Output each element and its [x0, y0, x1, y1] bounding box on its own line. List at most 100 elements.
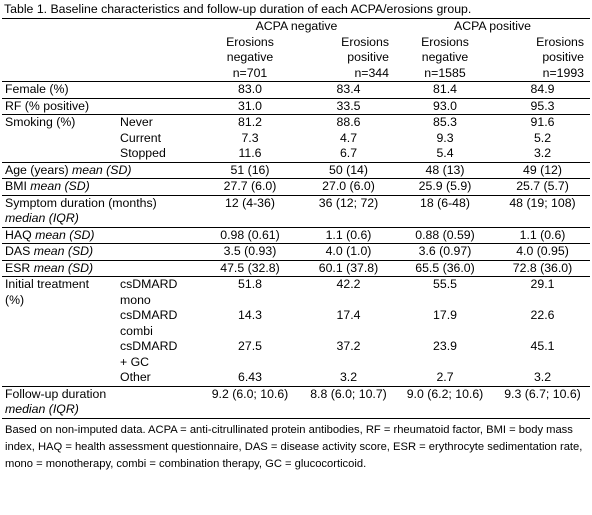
row-sublabel: Stopped: [120, 146, 166, 160]
cell: 47.5 (32.8): [198, 259, 302, 277]
cell: 81.4: [395, 81, 495, 98]
col-header: negative: [226, 50, 274, 64]
cell: 17.9: [433, 308, 457, 322]
cell: 1.1 (0.6): [302, 226, 395, 244]
header-group-row: ACPA negative ACPA positive: [2, 19, 590, 35]
cell: 8.8 (6.0; 10.7): [302, 385, 395, 419]
row-label: HAQ mean (SD): [2, 226, 198, 244]
cell: 36 (12; 72): [302, 194, 395, 227]
cell: 29.1: [495, 276, 591, 308]
table-row: RF (% positive) 31.0 33.5 93.0 95.3: [2, 97, 591, 115]
cell: 1.1 (0.6): [495, 226, 591, 244]
cell: 4.0 (1.0): [302, 243, 395, 260]
cell: 88.6: [302, 114, 395, 131]
table-row: csDMARD + GC 27.5 37.2 23.9 45.1: [2, 339, 590, 370]
table-row: Current 7.3 4.7 9.3 5.2: [2, 131, 590, 147]
cell: 91.6: [495, 114, 591, 131]
table-row: Smoking (%) Never 81.2 88.6 85.3 91.6: [2, 114, 591, 131]
cell: 11.6: [238, 146, 262, 160]
cell: 27.0 (6.0): [302, 178, 395, 195]
cell: 4.7: [339, 130, 358, 145]
cell: 5.4: [436, 146, 454, 160]
table-row: Age (years) mean (SD) 51 (16) 50 (14) 48…: [2, 161, 591, 179]
cell: 9.3 (6.7; 10.6): [495, 385, 591, 419]
cell: 93.0: [395, 97, 495, 115]
col-header: Erosions: [536, 34, 585, 49]
cell: 0.98 (0.61): [198, 226, 302, 244]
cell: 51.8: [198, 276, 302, 308]
table-row: Other 6.43 3.2 2.7 3.2: [2, 370, 590, 386]
cell: 17.4: [336, 308, 361, 322]
row-label: RF (% positive): [2, 97, 198, 115]
cell: 27.7 (6.0): [198, 178, 302, 195]
cell: 83.4: [302, 81, 395, 98]
cell: 81.2: [198, 114, 302, 131]
col-header: Erosions: [421, 34, 469, 49]
row-label: ESR mean (SD): [2, 259, 198, 277]
cell: 85.3: [395, 114, 495, 131]
row-sublabel: csDMARD mono: [117, 276, 198, 308]
cell: 4.0 (0.95): [495, 243, 591, 260]
cell: 33.5: [302, 97, 395, 115]
col-header-n: n=344: [354, 65, 389, 80]
cell: 0.88 (0.59): [395, 226, 495, 244]
cell: 3.5 (0.93): [198, 243, 302, 260]
cell: 7.3: [241, 130, 259, 145]
cell: 25.9 (5.9): [395, 178, 495, 195]
col-header-n: n=701: [232, 65, 268, 80]
cell: 3.6 (0.97): [395, 243, 495, 260]
cell: 5.2: [533, 130, 552, 145]
row-sublabel: csDMARD + GC: [120, 339, 178, 369]
col-header: Erosions: [341, 34, 389, 49]
col-header: positive: [542, 50, 585, 64]
cell: 12 (4-36): [198, 194, 302, 227]
cell: 49 (12): [495, 161, 591, 179]
cell: 31.0: [198, 97, 302, 115]
baseline-table: ACPA negative ACPA positive Erosions Ero…: [2, 19, 591, 419]
cell: 25.7 (5.7): [495, 178, 591, 195]
table-row: ESR mean (SD) 47.5 (32.8) 60.1 (37.8) 65…: [2, 259, 591, 277]
cell: 6.43: [238, 370, 262, 384]
row-label: Smoking (%): [2, 114, 117, 131]
cell: 6.7: [339, 146, 358, 160]
cell: 2.7: [436, 370, 454, 384]
table-row: Stopped 11.6 6.7 5.4 3.2: [2, 146, 590, 162]
cell: 42.2: [302, 276, 395, 308]
table-row: BMI mean (SD) 27.7 (6.0) 27.0 (6.0) 25.9…: [2, 178, 591, 195]
col-header: Erosions: [226, 34, 274, 49]
table-row: Follow-up duration median (IQR) 9.2 (6.0;…: [2, 385, 591, 419]
cell: 60.1 (37.8): [302, 259, 395, 277]
table-row: DAS mean (SD) 3.5 (0.93) 4.0 (1.0) 3.6 (…: [2, 243, 591, 260]
header-line3: n=701 n=344 n=1585 n=1993: [2, 66, 590, 82]
cell: 27.5: [238, 339, 262, 353]
cell: 9.0 (6.2; 10.6): [395, 385, 495, 419]
col-header: positive: [347, 50, 389, 64]
row-sublabel: Current: [120, 130, 162, 145]
cell: 23.9: [433, 339, 457, 353]
col-header: negative: [421, 50, 469, 64]
table-caption: Table 1. Baseline characteristics and fo…: [2, 2, 590, 19]
cell: 9.3: [436, 130, 454, 145]
col-header-n: n=1993: [542, 65, 585, 80]
cell: 51 (16): [198, 161, 302, 179]
cell: 72.8 (36.0): [495, 259, 591, 277]
table-row: Symptom duration (months) median (IQR) 12…: [2, 194, 591, 227]
header-line1: Erosions Erosions Erosions Erosions: [2, 35, 590, 51]
table-row: Initial treatment (%) csDMARD mono 51.8 42…: [2, 276, 591, 308]
table-footnote: Based on non-imputed data. ACPA = anti-c…: [5, 423, 583, 470]
row-label: BMI mean (SD): [2, 178, 198, 195]
row-label: DAS mean (SD): [2, 243, 198, 260]
col-header-n: n=1585: [424, 65, 466, 80]
row-label: Age (years) mean (SD): [2, 161, 198, 179]
row-label: Female (%): [2, 81, 198, 98]
cell: 37.2: [336, 339, 361, 353]
cell: 45.1: [530, 339, 555, 353]
cell: 3.2: [533, 370, 552, 384]
row-label: Symptom duration (months) median (IQR): [2, 194, 198, 227]
cell: 14.3: [238, 308, 262, 322]
row-label: Follow-up duration median (IQR): [2, 385, 198, 419]
cell: 55.5: [395, 276, 495, 308]
row-sublabel: csDMARD combi: [120, 308, 178, 338]
row-label: Initial treatment (%): [2, 276, 117, 308]
